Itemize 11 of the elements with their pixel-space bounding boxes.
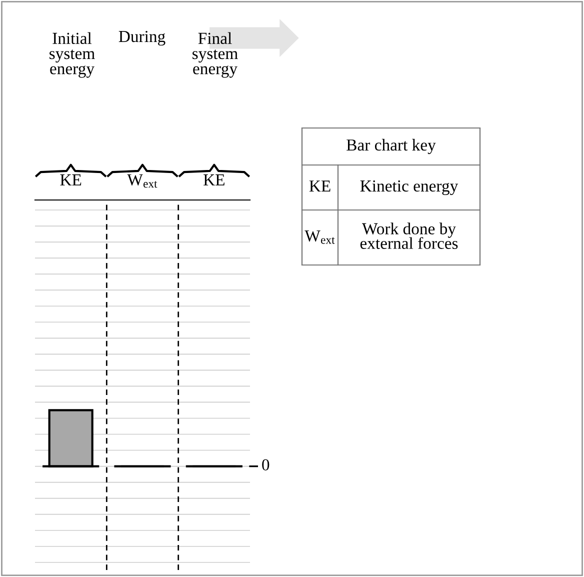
- text: Final system energy: [192, 32, 238, 78]
- ref-line-label: 0: [262, 459, 270, 470]
- text: Initial system energy: [50, 32, 95, 78]
- x-tick-label: KE: [60, 174, 82, 186]
- text: W$_{ext}$: [304, 230, 335, 244]
- text: Bar chart key: [346, 138, 436, 154]
- x-tick-label: KE: [204, 174, 224, 186]
- text: Work done by external forces: [360, 222, 458, 249]
- x-tick-label: W$_{ext}$: [127, 174, 158, 188]
- text: During: [118, 30, 166, 46]
- text: Kinetic energy: [360, 180, 458, 196]
